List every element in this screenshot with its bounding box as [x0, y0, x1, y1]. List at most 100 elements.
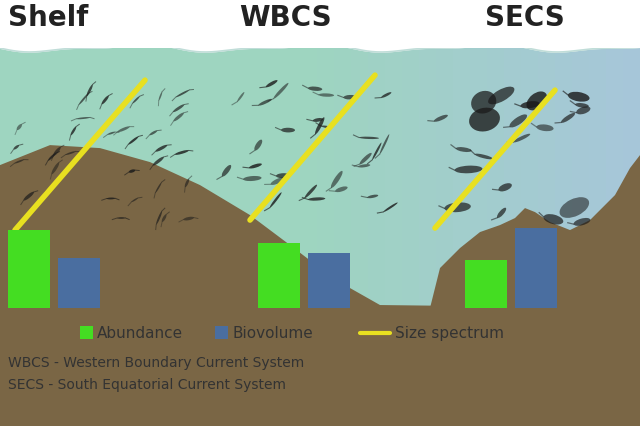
Bar: [58, 258, 100, 308]
Ellipse shape: [358, 164, 371, 167]
Ellipse shape: [475, 154, 493, 159]
Polygon shape: [0, 145, 640, 426]
Bar: [215, 326, 228, 339]
Ellipse shape: [561, 113, 575, 123]
Bar: [300, 48, 317, 308]
Ellipse shape: [380, 134, 389, 154]
Ellipse shape: [273, 83, 289, 99]
Ellipse shape: [17, 124, 22, 130]
Ellipse shape: [86, 84, 93, 96]
Ellipse shape: [106, 198, 115, 199]
Ellipse shape: [331, 171, 342, 188]
Text: WBCS: WBCS: [239, 4, 332, 32]
Bar: [555, 48, 572, 308]
Ellipse shape: [153, 157, 164, 166]
Ellipse shape: [222, 165, 231, 176]
Ellipse shape: [108, 132, 115, 135]
Ellipse shape: [173, 104, 184, 112]
Bar: [385, 48, 402, 308]
Ellipse shape: [259, 99, 272, 106]
Ellipse shape: [359, 137, 379, 139]
Ellipse shape: [102, 95, 109, 104]
Ellipse shape: [559, 197, 589, 218]
Text: Shelf: Shelf: [8, 4, 88, 32]
Ellipse shape: [249, 164, 262, 168]
Ellipse shape: [536, 124, 554, 131]
Ellipse shape: [308, 197, 325, 201]
Text: Biovolume: Biovolume: [232, 325, 313, 340]
Bar: [521, 48, 538, 308]
Bar: [470, 48, 487, 308]
Bar: [623, 48, 640, 308]
Bar: [419, 48, 436, 308]
Bar: [487, 48, 504, 308]
Ellipse shape: [575, 103, 589, 108]
Text: Size spectrum: Size spectrum: [395, 325, 504, 340]
Ellipse shape: [543, 214, 563, 225]
Bar: [0, 0, 640, 48]
Ellipse shape: [13, 145, 19, 150]
Text: SECS - South Equatorial Current System: SECS - South Equatorial Current System: [8, 378, 286, 392]
Ellipse shape: [175, 150, 189, 155]
Ellipse shape: [129, 170, 135, 173]
Ellipse shape: [381, 92, 392, 98]
Ellipse shape: [24, 192, 34, 201]
Bar: [606, 48, 623, 308]
Bar: [538, 48, 555, 308]
Bar: [368, 48, 385, 308]
Ellipse shape: [319, 93, 334, 97]
Bar: [0, 308, 640, 426]
Ellipse shape: [454, 166, 483, 173]
Ellipse shape: [308, 86, 323, 91]
Bar: [465, 260, 507, 308]
Ellipse shape: [173, 112, 184, 121]
Ellipse shape: [456, 147, 472, 152]
Bar: [317, 48, 334, 308]
Ellipse shape: [513, 134, 530, 142]
Ellipse shape: [132, 96, 140, 104]
Bar: [8, 230, 50, 308]
Ellipse shape: [469, 108, 500, 132]
Bar: [436, 48, 453, 308]
Ellipse shape: [156, 145, 167, 152]
Ellipse shape: [497, 208, 506, 218]
Bar: [589, 48, 606, 308]
Bar: [334, 48, 351, 308]
Ellipse shape: [444, 202, 471, 212]
Ellipse shape: [367, 195, 378, 198]
Ellipse shape: [520, 101, 540, 108]
Ellipse shape: [488, 86, 515, 104]
Ellipse shape: [499, 183, 512, 191]
Ellipse shape: [243, 176, 262, 181]
Ellipse shape: [14, 159, 24, 164]
Ellipse shape: [313, 118, 323, 122]
Ellipse shape: [48, 153, 56, 161]
Bar: [351, 48, 368, 308]
Ellipse shape: [155, 182, 162, 193]
Bar: [402, 48, 419, 308]
Ellipse shape: [176, 90, 189, 97]
Ellipse shape: [434, 115, 448, 122]
Ellipse shape: [70, 127, 76, 135]
Ellipse shape: [53, 147, 61, 156]
Ellipse shape: [269, 192, 282, 208]
Ellipse shape: [321, 126, 332, 128]
Ellipse shape: [118, 127, 130, 132]
Bar: [80, 326, 93, 339]
Ellipse shape: [568, 92, 589, 102]
Ellipse shape: [159, 92, 163, 101]
Ellipse shape: [315, 117, 324, 134]
Text: WBCS - Western Boundary Current System: WBCS - Western Boundary Current System: [8, 356, 304, 370]
Ellipse shape: [281, 128, 295, 132]
Ellipse shape: [254, 140, 262, 150]
Ellipse shape: [527, 92, 547, 110]
Ellipse shape: [65, 151, 76, 155]
Ellipse shape: [383, 202, 397, 212]
Ellipse shape: [162, 214, 166, 222]
Bar: [515, 228, 557, 308]
Ellipse shape: [156, 211, 162, 225]
Ellipse shape: [509, 114, 527, 127]
Ellipse shape: [150, 130, 157, 135]
Ellipse shape: [360, 153, 372, 164]
Text: SECS: SECS: [485, 4, 565, 32]
